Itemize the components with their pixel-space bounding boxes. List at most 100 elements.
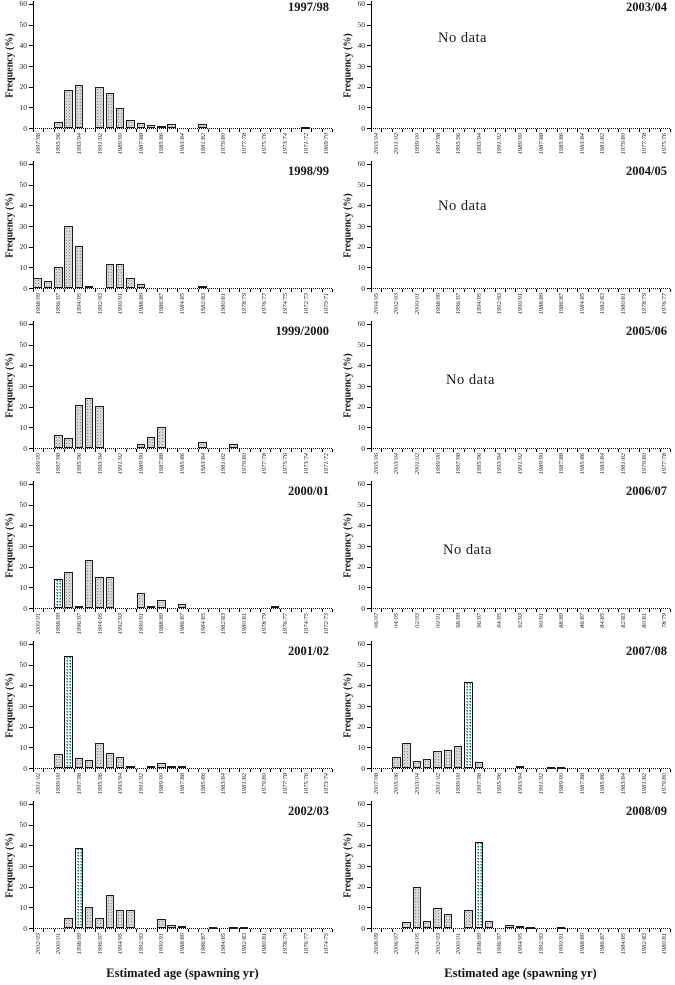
x-tick-mark bbox=[556, 449, 558, 452]
y-axis-line bbox=[371, 801, 372, 931]
x-tick-mark bbox=[239, 769, 241, 772]
x-tick-label: 2005/06 bbox=[372, 453, 380, 475]
x-tick-label: 1984/85 bbox=[620, 933, 628, 955]
x-tick-label: 1969/70 bbox=[323, 133, 331, 155]
x-tick-mark bbox=[597, 929, 599, 932]
y-tick-mark bbox=[367, 907, 371, 909]
x-tick-mark bbox=[463, 289, 465, 292]
y-tick-mark bbox=[367, 608, 371, 609]
y-tick-label: 30 bbox=[357, 861, 366, 871]
x-tick-mark bbox=[474, 129, 476, 132]
y-tick-mark bbox=[29, 128, 33, 129]
y-tick-label: 40 bbox=[357, 40, 366, 50]
y-tick-label: 50 bbox=[19, 820, 28, 830]
x-tick-label: 2003/04 bbox=[413, 773, 421, 795]
y-tick-label: 0 bbox=[361, 443, 365, 453]
x-tick-mark bbox=[577, 449, 579, 452]
panel-2005-06: 0 10 20 30 40 50 60 Frequency (%) 2005/06 2003/04… bbox=[338, 320, 675, 480]
x-tick-mark bbox=[156, 609, 158, 612]
x-tick-mark bbox=[115, 289, 117, 292]
x-tick-label: 1994/95 bbox=[75, 293, 83, 315]
y-tick-label: 0 bbox=[361, 283, 365, 293]
bar bbox=[84, 759, 94, 768]
y-tick-label: 30 bbox=[19, 861, 28, 871]
x-tick-label: 1989/90 bbox=[137, 453, 145, 475]
x-tick-mark bbox=[422, 129, 424, 132]
x-tick-mark bbox=[125, 609, 127, 612]
x-tick-mark bbox=[74, 929, 76, 932]
x-tick-label: 1999/00 bbox=[55, 773, 63, 795]
x-tick-mark bbox=[280, 929, 282, 932]
x-tick-mark bbox=[659, 449, 661, 452]
y-tick-label: 60 bbox=[357, 639, 366, 649]
x-tick-mark bbox=[597, 449, 599, 452]
x-tick-mark bbox=[53, 289, 55, 292]
x-tick-label: 92/93 bbox=[517, 613, 524, 628]
x-tick-label: 1997/98 bbox=[75, 773, 83, 795]
y-tick-label: 50 bbox=[357, 20, 366, 30]
x-tick-label: 1991/92 bbox=[537, 773, 545, 795]
x-tick-mark bbox=[74, 609, 76, 612]
y-tick-mark bbox=[29, 706, 33, 707]
x-tick-mark bbox=[197, 609, 199, 612]
x-tick-mark bbox=[156, 129, 158, 132]
x-tick-mark bbox=[259, 129, 261, 132]
x-tick-mark bbox=[228, 609, 230, 612]
x-tick-label: 1983/84 bbox=[179, 133, 186, 155]
y-tick-label: 60 bbox=[19, 799, 28, 809]
x-tick-mark bbox=[515, 129, 517, 132]
x-tick-mark bbox=[105, 449, 107, 452]
y-tick-label: 20 bbox=[19, 882, 28, 892]
x-tick-mark bbox=[136, 609, 138, 612]
y-tick-mark bbox=[367, 4, 371, 5]
y-tick-label: 60 bbox=[19, 479, 28, 489]
y-tick-label: 20 bbox=[357, 402, 366, 412]
x-tick-label: 1983/84 bbox=[578, 133, 586, 155]
x-tick-mark bbox=[332, 289, 333, 292]
bar bbox=[74, 605, 84, 608]
bar bbox=[443, 750, 453, 768]
x-tick-label: 1989/90 bbox=[158, 773, 166, 795]
x-tick-mark bbox=[249, 449, 251, 452]
y-tick-mark bbox=[29, 386, 33, 387]
x-tick-label: 1994/95 bbox=[96, 613, 104, 635]
y-tick-mark bbox=[367, 406, 371, 408]
x-tick-label: 1988/89 bbox=[537, 293, 545, 315]
y-tick-mark bbox=[367, 128, 371, 129]
y-tick-mark bbox=[367, 226, 371, 227]
x-tick-label: 1982/83 bbox=[240, 933, 248, 955]
y-tick-mark bbox=[29, 546, 33, 547]
x-tick-label: 2005/06 bbox=[393, 773, 401, 795]
x-tick-mark bbox=[321, 609, 323, 612]
x-axis-baseline bbox=[33, 448, 332, 449]
x-tick-label: 1994/95 bbox=[475, 293, 483, 315]
x-tick-mark bbox=[259, 449, 261, 452]
x-tick-mark bbox=[290, 609, 292, 612]
no-data-label: No data bbox=[438, 30, 487, 46]
y-axis-label: Frequency (%) bbox=[4, 513, 16, 578]
x-tick-label: 1998/99 bbox=[55, 613, 63, 635]
x-tick-mark bbox=[401, 609, 403, 612]
x-tick-mark bbox=[167, 289, 169, 292]
panel-2006-07: 0 10 20 30 40 50 60 Frequency (%) 06/07 04/05 02/0… bbox=[338, 480, 675, 640]
x-tick-label: 1996/97 bbox=[455, 293, 463, 315]
x-tick-mark bbox=[94, 289, 96, 292]
x-tick-label: 1992/93 bbox=[496, 293, 504, 315]
y-axis-label: Frequency (%) bbox=[4, 193, 16, 258]
y-tick-mark bbox=[367, 525, 371, 527]
x-tick-mark bbox=[321, 129, 323, 132]
x-tick-mark bbox=[187, 289, 189, 292]
bar bbox=[54, 434, 63, 448]
x-tick-mark bbox=[670, 129, 671, 132]
x-tick-mark bbox=[474, 289, 476, 292]
x-tick-mark bbox=[167, 929, 169, 932]
panel-title: 2006/07 bbox=[626, 484, 667, 498]
x-tick-mark bbox=[311, 449, 313, 452]
x-tick-mark bbox=[167, 449, 169, 452]
y-tick-mark bbox=[29, 685, 33, 687]
y-tick-mark bbox=[29, 427, 33, 429]
x-tick-mark bbox=[432, 129, 434, 132]
y-tick-mark bbox=[29, 86, 33, 88]
bar bbox=[95, 86, 104, 128]
x-tick-label: 1991/92 bbox=[517, 453, 524, 475]
